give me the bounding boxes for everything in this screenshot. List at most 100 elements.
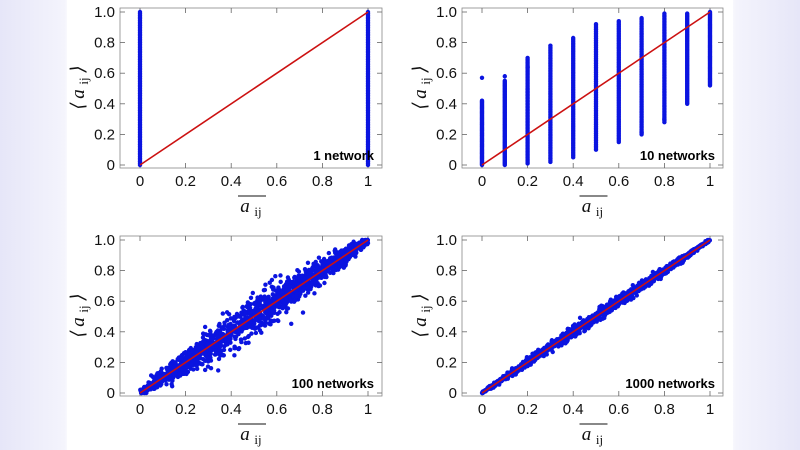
data-point [267,280,272,285]
y-tick-label: 0.6 [94,65,115,82]
y-tick-label: 0.6 [94,293,115,310]
data-point [563,341,568,346]
data-point [164,382,169,387]
data-point [278,273,283,278]
y-axis-bra: ⟨ [68,330,89,338]
data-point [226,338,231,343]
panel-annotation: 10 networks [640,148,715,163]
reference-line [481,11,711,166]
y-axis-label: ⟨ a ij ⟩ [68,293,91,337]
y-axis-ket: ⟩ [68,293,89,301]
panel-annotation: 100 networks [292,376,374,391]
x-axis-label: a ij [238,423,266,447]
data-point [572,322,577,327]
x-tick-label: 0.2 [517,173,538,190]
x-axis-symbol: a [582,424,592,445]
data-point [200,335,206,340]
x-tick-label: 0.8 [654,401,675,418]
data-point [300,273,305,278]
data-point [509,366,515,371]
data-point [593,22,599,27]
y-axis-ket: ⟩ [68,65,89,73]
data-point [262,287,268,293]
data-point [329,255,334,260]
data-point [316,255,322,260]
panel-1: 0 0.2 0.4 0.6 0.8 1 0 0.2 0.4 0.6 0.8 1.0 1 network a… [68,4,383,219]
data-point [257,328,263,333]
data-point [276,294,281,300]
data-point [528,355,533,360]
data-point [577,315,583,321]
data-point [137,9,143,15]
data-point [196,345,202,350]
data-point [513,372,518,377]
data-point [179,366,185,371]
x-tick-label: 0 [478,173,486,190]
data-point [253,330,259,336]
data-point [502,74,507,79]
data-point [223,342,229,347]
data-point [248,295,254,300]
data-point [582,329,587,334]
x-axis-symbol: a [582,196,592,217]
x-tick-label: 0.4 [221,173,242,190]
data-point [202,324,208,330]
data-point [324,269,329,275]
reference-line [481,239,711,394]
reference-line [139,11,369,166]
y-tick-label: 0 [107,157,115,174]
data-point [216,356,222,362]
y-axis-bra: ⟨ [410,330,431,338]
data-point [169,384,175,389]
data-point [172,364,177,369]
y-axis-subscript: ij [76,77,91,84]
data-point [305,275,311,280]
data-point [244,316,249,321]
data-point [261,315,266,321]
data-point [250,308,256,314]
y-axis-symbol: a [410,317,431,327]
data-point [219,326,224,331]
data-point [288,279,293,285]
x-axis-subscript: ij [596,204,603,219]
data-point [294,294,299,299]
x-tick-label: 0.4 [563,401,584,418]
data-point [255,295,260,300]
y-axis-subscript: ij [418,305,433,312]
y-tick-label: 0.2 [94,354,115,371]
x-tick-label: 0.2 [517,401,538,418]
data-point [301,285,307,291]
x-axis-symbol: a [240,424,250,445]
data-point [159,369,164,375]
data-point [296,273,301,279]
data-point [198,361,203,366]
x-tick-label: 0 [478,401,486,418]
data-point [286,287,291,293]
data-point [287,298,293,303]
y-axis-label: ⟨ a ij ⟩ [410,293,433,337]
data-point [254,304,259,309]
x-tick-label: 0.8 [654,173,675,190]
data-point [284,309,289,315]
data-point [203,332,208,337]
data-point [296,269,302,274]
x-axis-label: a ij [579,423,608,447]
data-point [218,343,224,348]
y-tick-label: 0.8 [436,35,457,52]
data-point [207,328,213,334]
y-tick-label: 0.8 [436,263,457,280]
data-point [214,351,219,357]
x-tick-label: 0.6 [266,173,287,190]
x-tick-label: 0.2 [175,173,196,190]
data-point [300,310,306,315]
x-axis-label: a ij [238,195,266,219]
y-tick-label: 0.8 [94,35,115,52]
y-axis-label: ⟨ a ij ⟩ [68,65,91,109]
data-point [202,367,208,373]
data-point [320,262,326,267]
y-axis-subscript: ij [76,305,91,312]
y-tick-label: 0.4 [94,96,115,113]
data-point [305,290,311,295]
y-tick-label: 0 [449,157,457,174]
data-point [205,341,210,346]
